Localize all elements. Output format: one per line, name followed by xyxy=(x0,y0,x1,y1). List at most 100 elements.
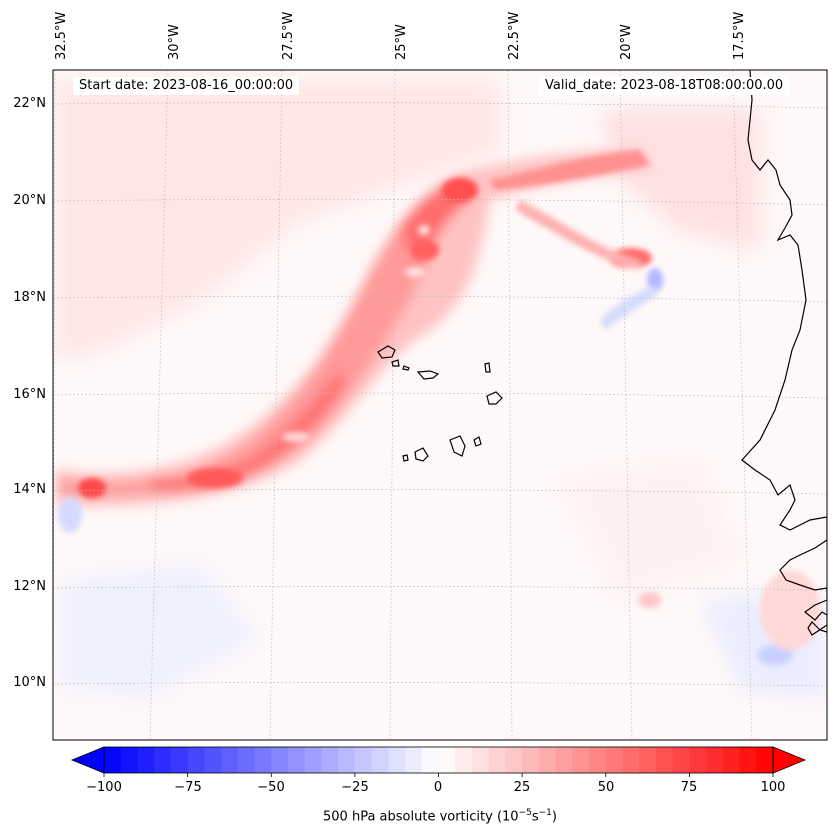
colorbar-cell xyxy=(321,747,339,773)
colorbar-cell xyxy=(455,747,473,773)
colorbar-cell xyxy=(388,747,406,773)
negative-filament xyxy=(600,285,658,330)
colorbar-cell xyxy=(706,747,724,773)
colorbar-cell xyxy=(488,747,507,773)
african-coastline xyxy=(741,70,827,636)
negative-min xyxy=(647,268,663,292)
pale-positive-region xyxy=(560,460,740,600)
colorbar-cell xyxy=(589,747,607,773)
colorbar-tick-label: 50 xyxy=(597,780,615,795)
lon-label: 22.5°W xyxy=(507,11,522,60)
colorbar-cell xyxy=(555,747,573,773)
vorticity-max xyxy=(442,178,478,202)
lat-label: 14°N xyxy=(13,482,46,497)
lat-label: 18°N xyxy=(13,290,46,305)
colorbar-tick-label: −25 xyxy=(341,780,369,795)
negative-min xyxy=(757,645,793,665)
vorticity-max xyxy=(411,240,439,260)
vorticity-filament xyxy=(515,200,640,270)
colorbar-tick-label: 0 xyxy=(433,780,443,795)
colorbar-cell xyxy=(756,747,774,773)
colorbar-tick-label: −100 xyxy=(86,780,122,795)
colorbar-cell xyxy=(287,747,306,773)
colorbar-label-exponent: −5 xyxy=(518,808,532,818)
map-frame xyxy=(52,69,828,741)
lat-label: 20°N xyxy=(13,193,46,208)
colorbar-cell xyxy=(672,747,690,773)
colorbar-cell xyxy=(421,747,440,773)
colorbar-cell xyxy=(371,747,389,773)
pale-positive-region xyxy=(55,80,500,360)
cape-verde-islands xyxy=(377,345,503,462)
vorticity-max xyxy=(78,478,106,498)
colorbar-cells xyxy=(104,747,774,773)
colorbar-tick-marks xyxy=(103,773,774,777)
upper-branch xyxy=(490,150,650,190)
colorbar-cell xyxy=(221,747,239,773)
vorticity-field xyxy=(53,70,827,740)
colorbar-cell xyxy=(170,747,189,773)
colorbar-cell xyxy=(237,747,256,773)
negative-min xyxy=(58,497,82,533)
colorbar-cell xyxy=(187,747,205,773)
colorbar-extend-max xyxy=(772,746,807,774)
lon-label: 27.5°W xyxy=(281,11,296,60)
lon-label: 17.5°W xyxy=(732,11,747,60)
lon-label: 25°W xyxy=(394,24,409,60)
colorbar-cell xyxy=(405,747,423,773)
colorbar xyxy=(70,746,807,777)
colorbar-cell xyxy=(505,747,523,773)
pale-positive-region xyxy=(600,110,760,250)
colorbar-cell xyxy=(254,747,272,773)
colorbar-cell xyxy=(538,747,557,773)
lat-label: 12°N xyxy=(13,579,46,594)
colorbar-tick-label: 100 xyxy=(760,780,786,795)
lon-label: 30°W xyxy=(167,24,182,60)
vorticity-hole xyxy=(282,432,310,442)
pale-negative-region xyxy=(60,560,260,700)
lon-label: 32.5°W xyxy=(54,11,69,60)
colorbar-cell xyxy=(522,747,540,773)
colorbar-label-exponent: −1 xyxy=(538,808,552,818)
colorbar-tick-label: −75 xyxy=(174,780,202,795)
colorbar-cell xyxy=(271,747,289,773)
colorbar-tick-label: −50 xyxy=(257,780,285,795)
lat-label: 16°N xyxy=(13,387,46,402)
colorbar-cell xyxy=(438,747,456,773)
colorbar-cell xyxy=(120,747,139,773)
colorbar-cell xyxy=(605,747,624,773)
colorbar-cell xyxy=(471,747,490,773)
vorticity-max xyxy=(187,468,243,488)
start-date: Start date: 2023-08-16_00:00:00 xyxy=(73,77,300,95)
colorbar-label-close: ) xyxy=(551,809,557,825)
colorbar-cell xyxy=(739,747,757,773)
colorbar-extend-min xyxy=(70,746,105,774)
lon-label: 20°W xyxy=(619,24,634,60)
vorticity-hole xyxy=(418,225,430,235)
colorbar-cell xyxy=(655,747,674,773)
vorticity-hole xyxy=(405,267,425,277)
colorbar-cell xyxy=(304,747,323,773)
colorbar-cell xyxy=(104,747,122,773)
colorbar-cell xyxy=(722,747,741,773)
colorbar-cell xyxy=(354,747,373,773)
vorticity-band-core xyxy=(150,370,345,492)
colorbar-cell xyxy=(137,747,155,773)
colorbar-cell xyxy=(204,747,222,773)
positive-spot xyxy=(760,570,820,650)
lat-label: 10°N xyxy=(13,675,46,690)
colorbar-label: 500 hPa absolute vorticity (10−5s−1) xyxy=(323,808,557,824)
colorbar-cell xyxy=(639,747,657,773)
colorbar-label-text: 500 hPa absolute vorticity (10 xyxy=(323,809,519,825)
positive-spot xyxy=(638,592,662,608)
colorbar-cell xyxy=(154,747,172,773)
colorbar-tick-label: 25 xyxy=(513,780,531,795)
valid-date: Valid_date: 2023-08-18T08:00:00.00 xyxy=(539,77,790,95)
lat-label: 22°N xyxy=(13,96,46,111)
colorbar-tick-label: 75 xyxy=(680,780,698,795)
colorbar-cell xyxy=(622,747,640,773)
colorbar-cell xyxy=(338,747,356,773)
colorbar-cell xyxy=(572,747,590,773)
